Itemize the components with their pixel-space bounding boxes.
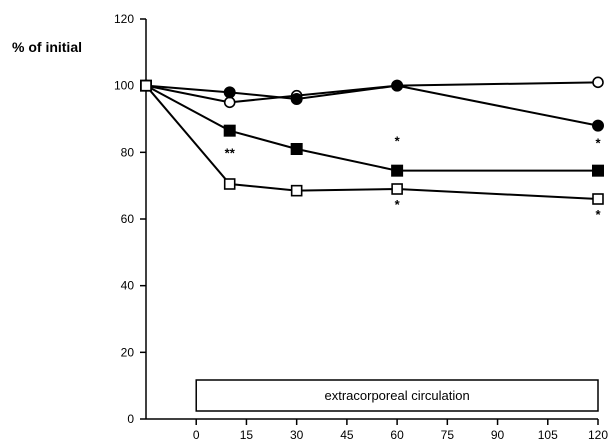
data-point-filled-circle	[290, 93, 303, 105]
data-point-open-square	[592, 193, 604, 205]
data-point-filled-square	[290, 143, 303, 155]
y-tick-label: 20	[121, 345, 135, 359]
x-tick-label: 45	[340, 428, 354, 442]
series-line-open-square	[145, 85, 599, 200]
extracorporeal-circulation-box: extracorporeal circulation	[195, 379, 599, 412]
x-tick-label: 60	[390, 428, 404, 442]
y-axis-label: % of initial	[12, 39, 82, 55]
circulation-box	[195, 379, 599, 412]
y-tick-label: 60	[121, 212, 135, 226]
data-point-filled-square	[592, 164, 604, 177]
series-group	[140, 76, 604, 205]
y-tick-label: 40	[121, 279, 135, 293]
data-point-filled-circle	[223, 86, 236, 99]
y-tick-label: 100	[114, 79, 134, 93]
data-point-open-circle	[592, 76, 604, 89]
x-tick-label: 120	[588, 428, 608, 442]
data-point-open-square	[391, 183, 403, 195]
significance-star: **	[225, 145, 236, 160]
x-tick-label: 0	[193, 428, 200, 442]
data-point-filled-square	[391, 164, 404, 177]
data-point-open-square	[223, 178, 236, 190]
x-tick-label: 75	[441, 428, 455, 442]
significance-star: *	[395, 134, 401, 149]
x-tick-label: 15	[240, 428, 254, 442]
axes: 0 20 40 60 80 100 120 0 15 30 45 60 75 90 105 120	[114, 12, 608, 442]
x-tick-label: 30	[290, 428, 304, 442]
circulation-box-label: extracorporeal circulation	[324, 388, 469, 403]
data-point-open-square	[290, 184, 303, 197]
y-tick-label: 120	[114, 12, 134, 26]
annotations: ******	[225, 134, 602, 222]
data-point-open-circle	[223, 96, 236, 109]
series-line-filled-circle	[145, 84, 599, 127]
y-tick-label: 0	[127, 412, 134, 426]
y-tick-label: 80	[121, 145, 135, 159]
data-point-filled-square	[223, 124, 236, 137]
significance-star: *	[595, 135, 601, 150]
x-tick-label: 90	[491, 428, 505, 442]
x-tick-label: 105	[538, 428, 558, 442]
data-point-open-square	[140, 79, 152, 92]
significance-star: *	[395, 197, 401, 212]
significance-star: *	[595, 207, 601, 222]
series-line-open-circle	[145, 81, 599, 104]
data-point-filled-circle	[592, 119, 604, 132]
data-point-filled-circle	[391, 79, 404, 92]
